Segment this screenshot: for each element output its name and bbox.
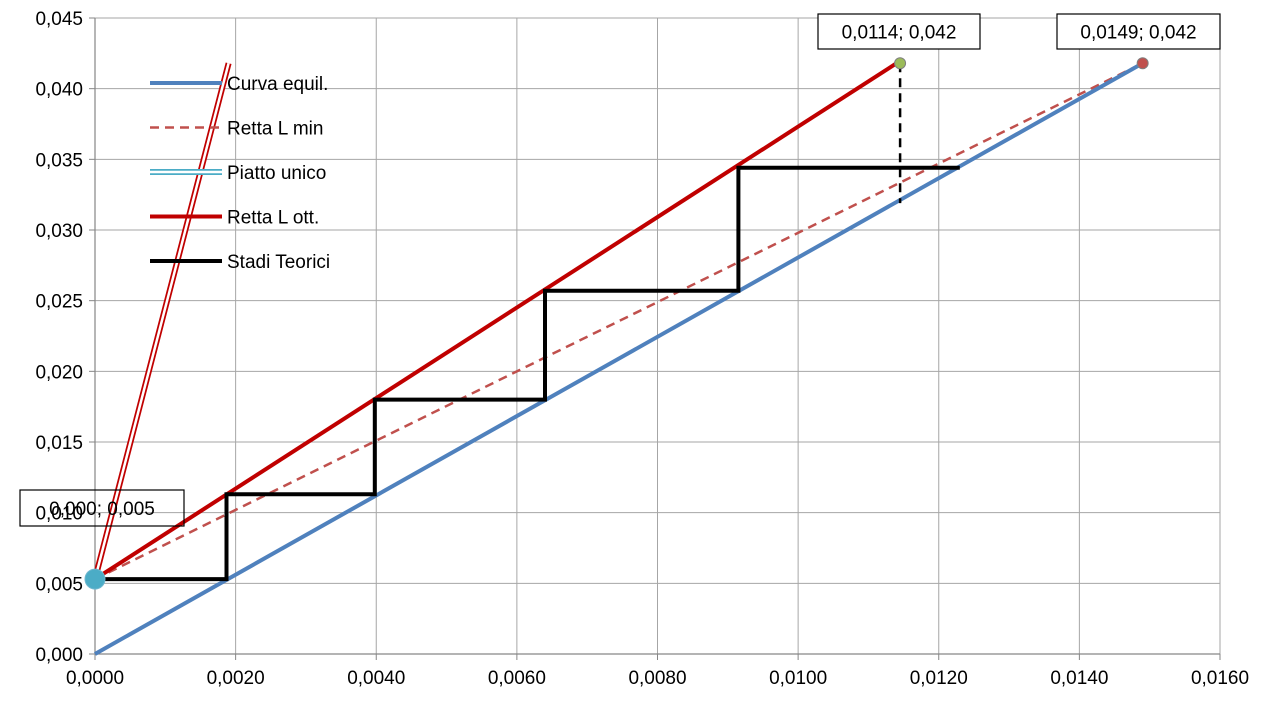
- y-tick-label: 0,000: [35, 645, 83, 666]
- x-tick-label: 0,0020: [207, 668, 265, 689]
- line-vertical-double: [92, 62, 232, 580]
- data-point-marker: [84, 568, 106, 590]
- annotation-label: 0,000; 0,005: [49, 499, 155, 520]
- x-tick-label: 0,0040: [347, 668, 405, 689]
- data-point-marker: [1136, 57, 1149, 70]
- y-tick-label: 0,020: [35, 362, 83, 383]
- legend-label: Retta L ott.: [227, 208, 319, 229]
- series-retta-l-min: [94, 62, 1144, 581]
- annotation-label: 0,0114; 0,042: [842, 23, 957, 44]
- grid: [94, 17, 1221, 655]
- x-tick-label: 0,0060: [488, 668, 546, 689]
- y-tick-label: 0,040: [35, 80, 83, 101]
- series-group: [92, 61, 1144, 656]
- markers: [84, 57, 1149, 590]
- y-tick-label: 0,015: [35, 433, 83, 454]
- y-tick-label: 0,010: [35, 504, 83, 525]
- legend-label: Retta L min: [227, 119, 323, 140]
- x-tick-label: 0,0100: [769, 668, 827, 689]
- y-tick-label: 0,030: [35, 221, 83, 242]
- legend-label: Piatto unico: [227, 163, 326, 184]
- legend-label: Stadi Teorici: [227, 252, 330, 273]
- x-tick-label: 0,0120: [910, 668, 968, 689]
- legend-label: Curva equil.: [227, 74, 328, 95]
- x-tick-label: 0,0000: [66, 668, 124, 689]
- annotation-box: [19, 489, 185, 527]
- x-tick-label: 0,0140: [1050, 668, 1108, 689]
- annotation-box: [1056, 13, 1221, 50]
- y-tick-label: 0,025: [35, 292, 83, 313]
- data-point-marker: [894, 57, 907, 70]
- x-tick-label: 0,0160: [1191, 668, 1249, 689]
- x-tick-label: 0,0080: [628, 668, 686, 689]
- annotation-label: 0,0149; 0,042: [1080, 23, 1196, 44]
- annotation-box: [817, 13, 981, 50]
- legend: Curva equil. Retta L min Piatto unico Retta…: [150, 74, 330, 273]
- axes: 0,0000 0,0020 0,0040 0,0060 0,0080 0,0100 0,01…: [35, 9, 1249, 689]
- line-vertical-double-inner: [93, 62, 230, 580]
- y-tick-label: 0,005: [35, 574, 83, 595]
- y-tick-label: 0,035: [35, 150, 83, 171]
- series-curva-equil: [94, 61, 1144, 656]
- series-stadi-teorici: [95, 165, 960, 582]
- y-tick-label: 0,045: [35, 9, 83, 30]
- series-retta-l-ott: [93, 61, 898, 581]
- annotations: 0,0114; 0,042 0,0149; 0,042 0,000; 0,005: [19, 13, 1221, 527]
